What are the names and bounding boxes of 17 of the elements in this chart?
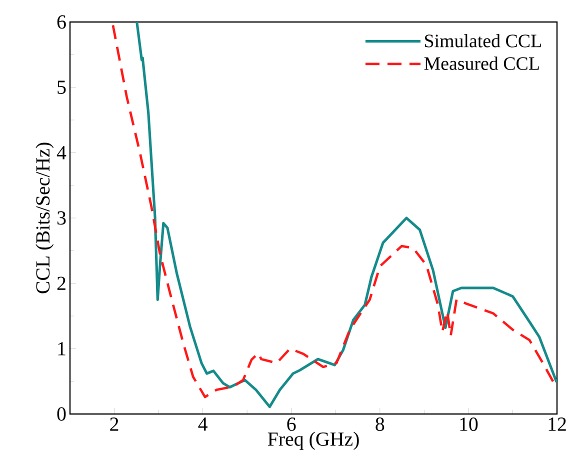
- y-tick-label: 5: [58, 80, 66, 94]
- x-tick-label: 2: [110, 418, 118, 431]
- legend-label: Measured CCL: [424, 56, 539, 70]
- x-tick-label: 4: [198, 418, 208, 431]
- y-tick-label: 1: [58, 342, 66, 356]
- y-tick-label: 0: [57, 407, 66, 421]
- x-tick-label: 6: [287, 418, 296, 431]
- x-tick-label: 10: [460, 418, 478, 431]
- x-axis-title: Freq (GHz): [268, 432, 359, 450]
- legend-label: Simulated CCL: [425, 34, 541, 48]
- x-tick-label: 12: [548, 418, 566, 431]
- y-tick-label: 4: [56, 146, 66, 160]
- x-tick-label: 8: [376, 418, 384, 431]
- y-tick-label: 3: [57, 211, 66, 225]
- y-tick-label: 6: [57, 15, 66, 29]
- y-axis-title: CCL (Bits/Sec/Hz): [36, 142, 54, 294]
- y-tick-label: 2: [57, 276, 66, 290]
